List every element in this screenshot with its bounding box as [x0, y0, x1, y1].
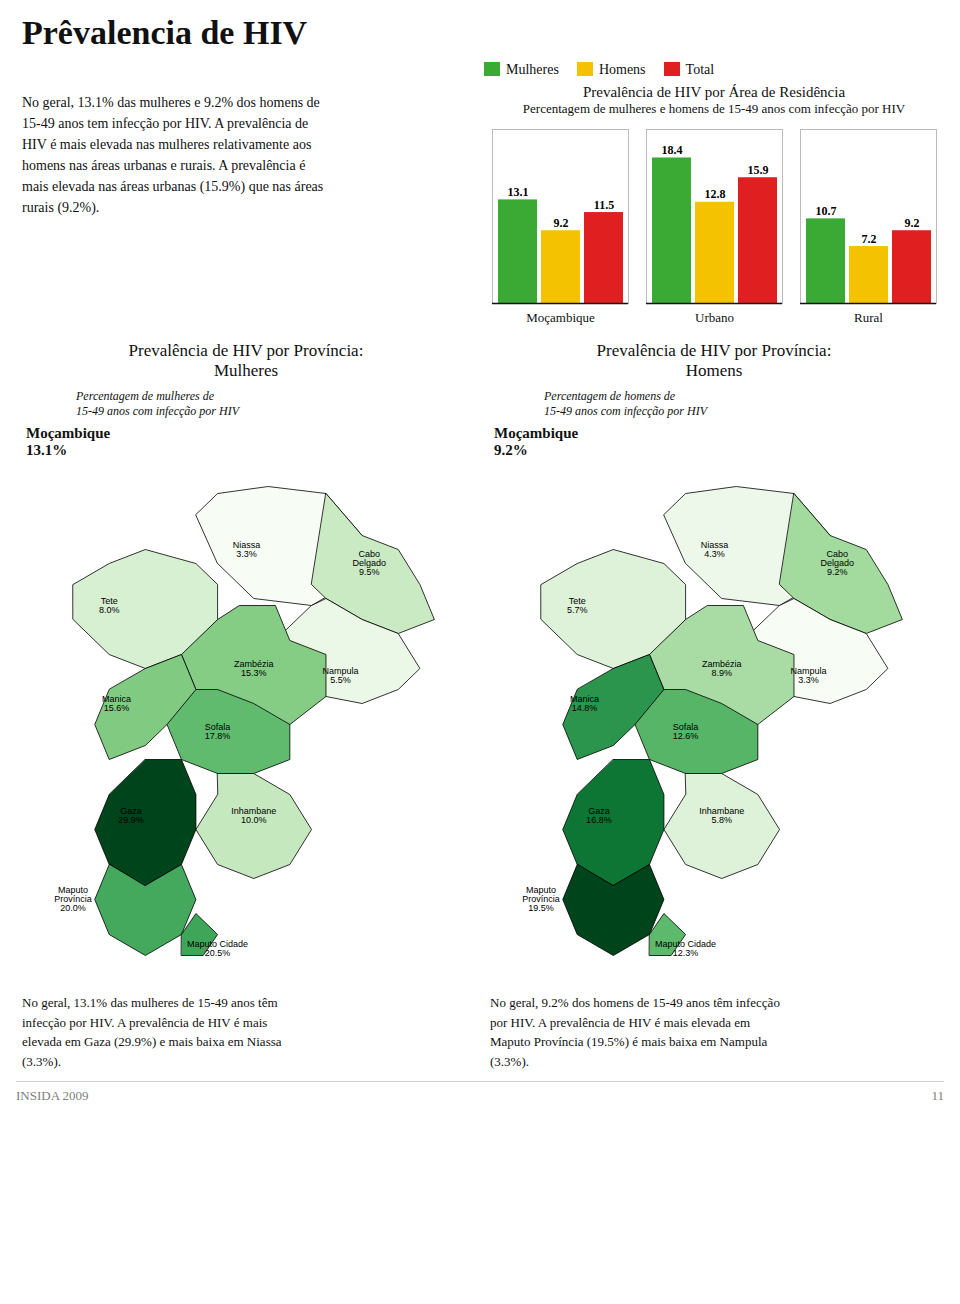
svg-text:13.1: 13.1: [508, 185, 529, 199]
svg-text:Zambézia8.9%: Zambézia8.9%: [702, 659, 742, 678]
svg-text:MaputoProvíncia20.0%: MaputoProvíncia20.0%: [54, 885, 92, 913]
svg-text:9.2: 9.2: [905, 216, 920, 230]
svg-text:Nampula3.3%: Nampula3.3%: [790, 666, 826, 685]
svg-text:10.7: 10.7: [816, 204, 837, 218]
html-text:Percentagem de mulheres de 15-: Percentagem de mulheres de 15-49 anos co…: [76, 389, 239, 418]
html-text:No geral, 13.1% das mulheres d: No geral, 13.1% das mulheres de 15-49 an…: [22, 995, 282, 1069]
html-text:11: 11: [931, 1088, 944, 1103]
svg-text:Urbano: Urbano: [695, 310, 734, 325]
svg-text:Inhambane5.8%: Inhambane5.8%: [699, 806, 744, 825]
svg-text:Manica15.6%: Manica15.6%: [102, 694, 131, 713]
svg-text:Nampula5.5%: Nampula5.5%: [322, 666, 358, 685]
html-text:No geral, 13.1% das mulheres e: No geral, 13.1% das mulheres e 9.2% dos …: [22, 95, 324, 215]
html-text:INSIDA 2009: INSIDA 2009: [16, 1088, 89, 1103]
html-text:Moçambique 13.1%: Moçambique 13.1%: [26, 425, 111, 458]
svg-text:Sofala12.6%: Sofala12.6%: [673, 722, 699, 741]
svg-text:Tete8.0%: Tete8.0%: [99, 596, 120, 615]
svg-text:CaboDelgado9.5%: CaboDelgado9.5%: [353, 549, 387, 577]
html-text:Total: Total: [685, 62, 715, 77]
svg-text:Rural: Rural: [854, 310, 883, 325]
svg-text:11.5: 11.5: [594, 198, 614, 212]
svg-text:Zambézia15.3%: Zambézia15.3%: [234, 659, 274, 678]
html-text:Percentagem de mulheres e home: Percentagem de mulheres e homens de 15-4…: [522, 101, 906, 116]
svg-text:Maputo Cidade12.3%: Maputo Cidade12.3%: [655, 939, 716, 958]
svg-text:9.2: 9.2: [554, 216, 569, 230]
svg-text:CaboDelgado9.2%: CaboDelgado9.2%: [821, 549, 855, 577]
svg-text:MaputoProvíncia19.5%: MaputoProvíncia19.5%: [522, 885, 560, 913]
svg-text:Inhambane10.0%: Inhambane10.0%: [231, 806, 276, 825]
svg-text:7.2: 7.2: [862, 232, 877, 246]
svg-text:Moçambique: Moçambique: [526, 310, 595, 325]
html-text:Percentagem de homens de 15-49: Percentagem de homens de 15-49 anos com …: [544, 389, 707, 418]
svg-text:18.4: 18.4: [662, 143, 683, 157]
svg-text:Manica14.8%: Manica14.8%: [570, 694, 599, 713]
svg-text:12.8: 12.8: [705, 187, 726, 201]
html-text:Mulheres: Mulheres: [506, 62, 559, 77]
html-text:Prevalência de HIV por Provínc: Prevalência de HIV por Província: Homens: [596, 341, 832, 380]
html-text:Prevalência de HIV por Área de: Prevalência de HIV por Área de Residênci…: [582, 84, 846, 100]
svg-text:Tete5.7%: Tete5.7%: [567, 596, 588, 615]
html-text:Homens: Homens: [598, 62, 646, 77]
html-text:Prevalência de HIV por Provínc: Prevalência de HIV por Província: Mulher…: [128, 341, 364, 380]
html-text:Moçambique 9.2%: Moçambique 9.2%: [494, 425, 579, 458]
svg-text:Gaza29.9%: Gaza29.9%: [118, 806, 144, 825]
svg-text:Sofala17.8%: Sofala17.8%: [205, 722, 231, 741]
svg-text:Niassa3.3%: Niassa3.3%: [233, 540, 261, 559]
svg-text:Maputo Cidade20.5%: Maputo Cidade20.5%: [187, 939, 248, 958]
html-text:Prêvalencia de HIV: Prêvalencia de HIV: [22, 14, 308, 51]
svg-text:Niassa4.3%: Niassa4.3%: [701, 540, 729, 559]
html-text:No geral, 9.2% dos homens de 1: No geral, 9.2% dos homens de 15-49 anos …: [490, 995, 780, 1069]
svg-text:15.9: 15.9: [748, 163, 769, 177]
svg-text:Gaza16.8%: Gaza16.8%: [586, 806, 612, 825]
